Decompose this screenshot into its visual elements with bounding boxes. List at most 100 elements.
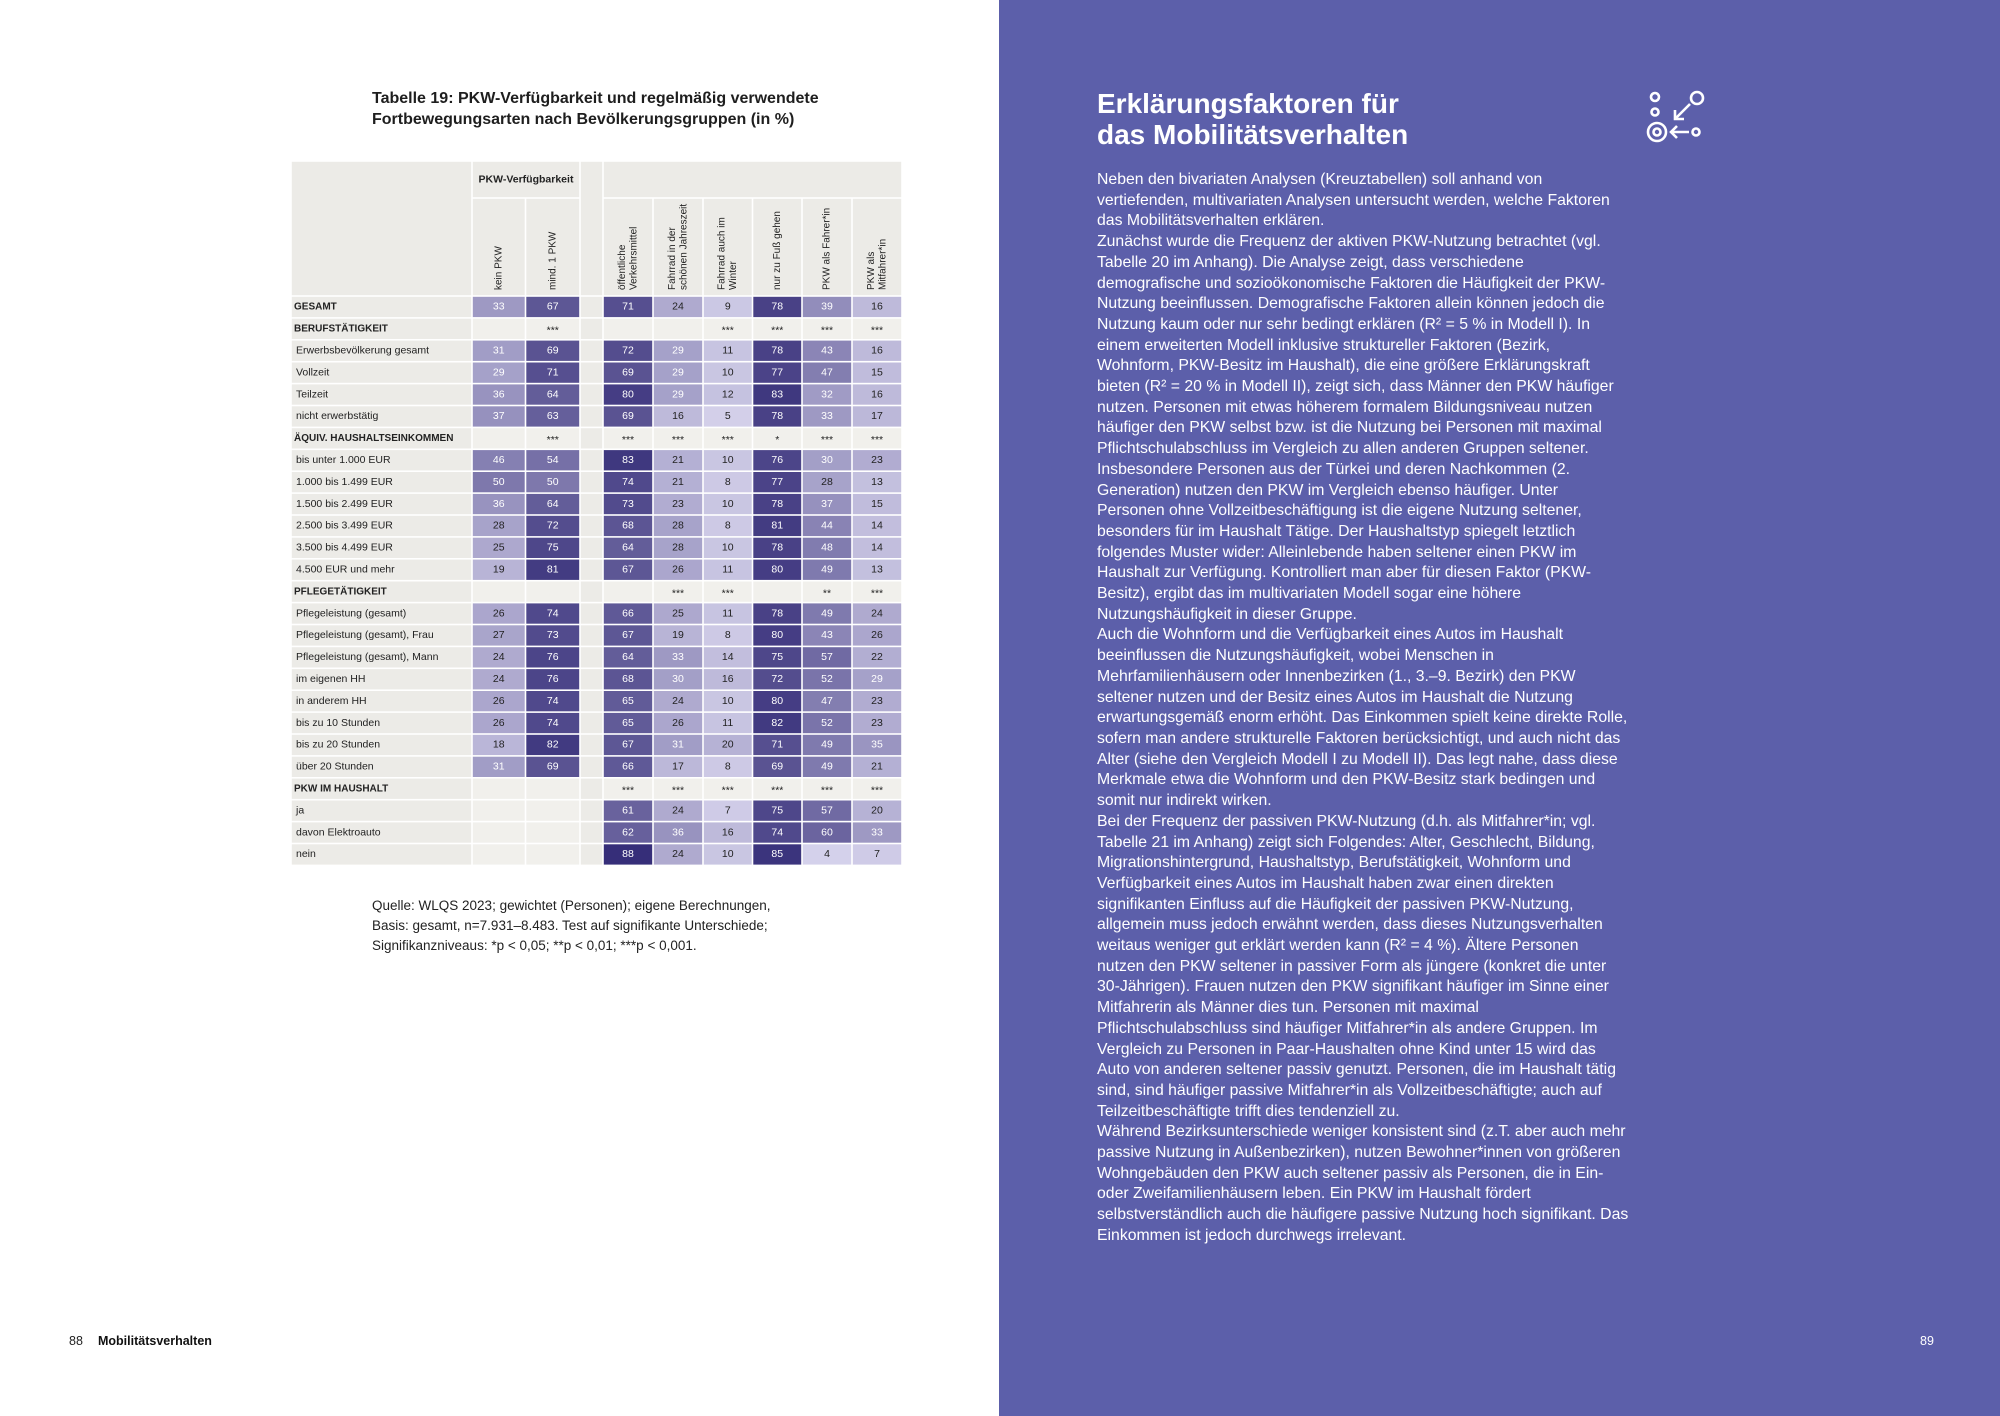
cell-value: 39: [821, 301, 833, 313]
header-cell: [526, 198, 580, 296]
row-label-cell: [291, 734, 472, 756]
cell-value: 25: [672, 607, 684, 619]
table-cell: [703, 493, 752, 515]
table-cell: [753, 647, 802, 668]
cell-value: 4: [824, 848, 830, 860]
row-label-cell: [291, 800, 472, 821]
table-cell: [753, 712, 802, 734]
table-cell: [526, 559, 580, 580]
table-cell: [753, 822, 802, 843]
table-cell: [852, 537, 902, 558]
gap-cell: [580, 800, 603, 821]
table-title: Tabelle 19: PKW-Verfügbarkeit und regelm…: [372, 88, 819, 130]
table-cell: [653, 712, 703, 734]
cell-value: 30: [672, 673, 684, 685]
cell-value: 76: [547, 673, 559, 685]
section-title: Erklärungsfaktoren für das Mobilitätsver…: [1097, 88, 1408, 150]
gap-cell: [580, 603, 603, 624]
table-cell: [603, 318, 653, 339]
table-cell: [703, 756, 752, 777]
cell-value: 77: [771, 476, 783, 488]
table-cell: [753, 340, 802, 361]
significance: ***: [722, 785, 734, 797]
table-cell: [802, 691, 852, 712]
cell-value: 64: [547, 498, 559, 510]
table-cell: [852, 756, 902, 777]
cell-value: 37: [821, 498, 833, 510]
significance: ***: [871, 434, 883, 446]
table-cell: [753, 384, 802, 405]
table-cell: [526, 450, 580, 471]
table-cell: [526, 734, 580, 756]
row-label: 2.500 bis 3.499 EUR: [296, 520, 393, 532]
table-cell: [526, 712, 580, 734]
row-label: bis zu 10 Stunden: [296, 717, 380, 729]
table-cell: [852, 712, 902, 734]
row-label: bis zu 20 Stunden: [296, 739, 380, 751]
table-cell: [603, 691, 653, 712]
cell-value: 57: [821, 804, 833, 816]
table-cell: [753, 603, 802, 624]
gap-cell: [580, 734, 603, 756]
gap-cell: [580, 625, 603, 646]
header-cell: [472, 198, 525, 296]
row-label: im eigenen HH: [296, 673, 365, 685]
table-cell: [603, 515, 653, 537]
cell-value: 57: [821, 651, 833, 663]
cell-value: 24: [672, 301, 684, 313]
row-label: über 20 Stunden: [296, 761, 374, 773]
cell-value: 50: [493, 476, 505, 488]
table-cell: [852, 515, 902, 537]
table-cell: [472, 669, 525, 690]
icon: [1646, 90, 1705, 143]
cell-value: 14: [871, 520, 883, 532]
table-cell: [703, 647, 752, 668]
cell-value: 65: [622, 695, 634, 707]
cell-value: 36: [493, 498, 505, 510]
title-line: Tabelle 19: PKW-Verfügbarkeit und regelm…: [372, 90, 819, 107]
table-cell: [472, 318, 525, 339]
cell-value: 26: [672, 564, 684, 576]
row-label-cell: [291, 362, 472, 383]
cell-value: 71: [547, 366, 559, 378]
row-label: 1.000 bis 1.499 EUR: [296, 476, 393, 488]
gap-cell: [580, 450, 603, 471]
cell-value: 20: [871, 804, 883, 816]
row-label: bis unter 1.000 EUR: [296, 454, 391, 466]
cell-value: 78: [771, 607, 783, 619]
cell-value: 76: [771, 454, 783, 466]
significance: ***: [672, 785, 684, 797]
cell-value: 24: [871, 607, 883, 619]
table-cell: [526, 362, 580, 383]
gap-cell: [580, 559, 603, 580]
cell-value: 28: [493, 520, 505, 532]
cell-value: 66: [622, 607, 634, 619]
table-cell: [852, 340, 902, 361]
cell-value: 16: [722, 826, 734, 838]
cell-value: 67: [622, 629, 634, 641]
table-cell: [526, 581, 580, 602]
row-label-cell: [291, 472, 472, 493]
gap-cell: [580, 472, 603, 493]
cell-value: 33: [672, 651, 684, 663]
table-cell: [472, 406, 525, 427]
header-cell: [653, 198, 703, 296]
table-cell: [753, 428, 802, 449]
table-cell: [526, 318, 580, 339]
cell-value: 26: [493, 717, 505, 729]
cell-value: 21: [672, 454, 684, 466]
table-cell: [526, 472, 580, 493]
cell-value: 78: [771, 345, 783, 357]
table-cell: [603, 581, 653, 602]
table-cell: [753, 844, 802, 865]
table-cell: [753, 296, 802, 318]
source-line: Signifikanzniveaus: *p < 0,05; **p < 0,0…: [372, 938, 697, 953]
column-header: mind. 1 PKW: [547, 231, 558, 290]
gap-cell: [580, 691, 603, 712]
table-cell: [603, 756, 653, 777]
header-cell: [603, 161, 902, 198]
table-cell: [472, 296, 525, 318]
table-cell: [753, 581, 802, 602]
cell-value: 78: [771, 410, 783, 422]
right-page: Erklärungsfaktoren für das Mobilitätsver…: [999, 0, 2000, 1416]
